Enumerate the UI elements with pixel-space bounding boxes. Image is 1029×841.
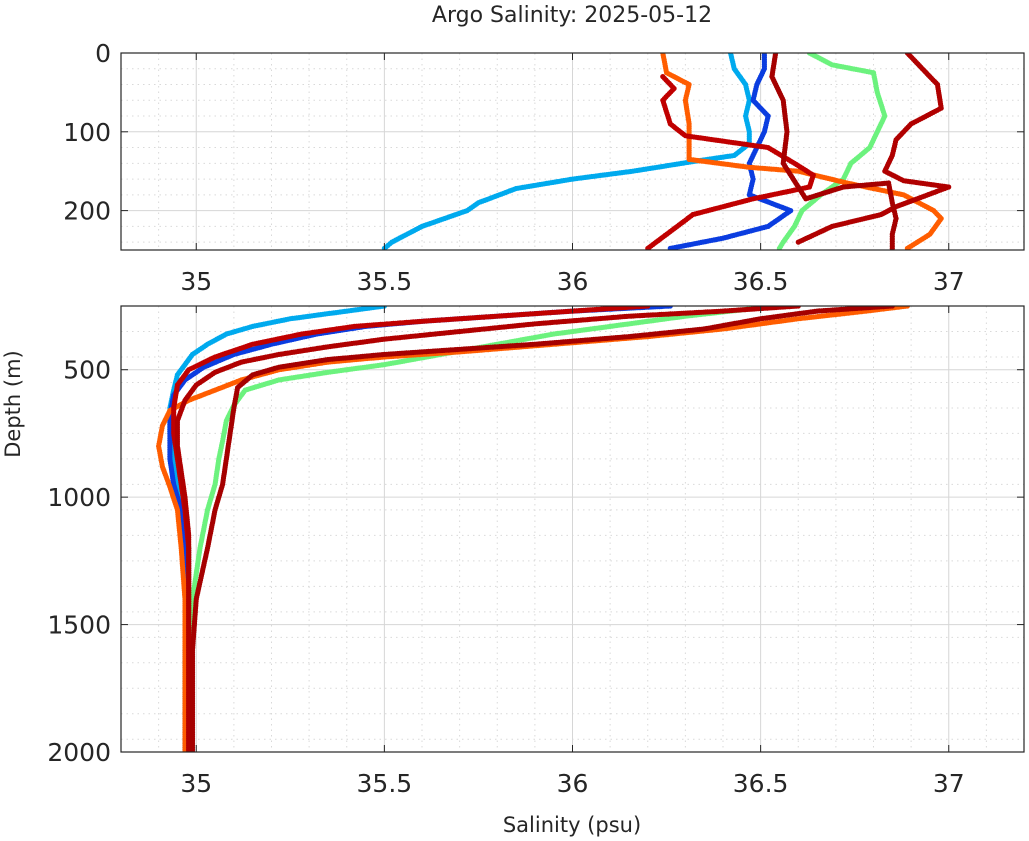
x-tick-label: 36 [557,769,589,798]
data-point [795,239,801,245]
x-tick-label: 36 [557,267,589,296]
data-layer [156,306,910,752]
data-layer [381,53,952,250]
series-5 [795,53,952,245]
chart-title: Argo Salinity: 2025-05-12 [432,3,712,28]
data-point [645,245,651,250]
series-6 [769,53,899,250]
x-tick-label: 36.5 [733,769,789,798]
x-tick-label: 35 [180,769,212,798]
x-tick-label: 35 [180,267,212,296]
x-axis-label: Salinity (psu) [503,813,641,837]
x-tick-label: 37 [933,769,965,798]
series-1 [667,53,794,250]
y-tick-label: 500 [63,356,111,385]
series-4 [171,306,651,752]
x-tick-label: 37 [933,267,965,296]
data-point [667,245,673,250]
series-0 [381,53,752,250]
y-axis-label: Depth (m) [1,350,25,457]
data-point [776,245,782,250]
y-tick-label: 100 [63,118,111,147]
y-tick-label: 1500 [47,611,111,640]
series-6 [189,306,895,752]
y-tick-label: 200 [63,197,111,226]
series-2 [776,53,888,250]
y-tick-label: 2000 [47,738,111,767]
series-3 [660,53,944,250]
series-4 [645,74,816,250]
series-1 [167,306,673,752]
data-point [889,245,895,250]
data-point [189,749,196,752]
x-tick-label: 36.5 [733,267,789,296]
y-tick-label: 1000 [47,483,111,512]
y-tick-label: 0 [95,39,111,68]
x-tick-label: 35.5 [357,769,413,798]
lower-panel: 35 35.5 36 36.5 37 500 1000 1500 2000 [47,305,1025,798]
series-5 [174,306,801,752]
x-tick-label: 35.5 [357,267,413,296]
data-point [904,245,910,250]
upper-panel: 35 35.5 36 36.5 37 0 100 200 [63,39,1025,296]
